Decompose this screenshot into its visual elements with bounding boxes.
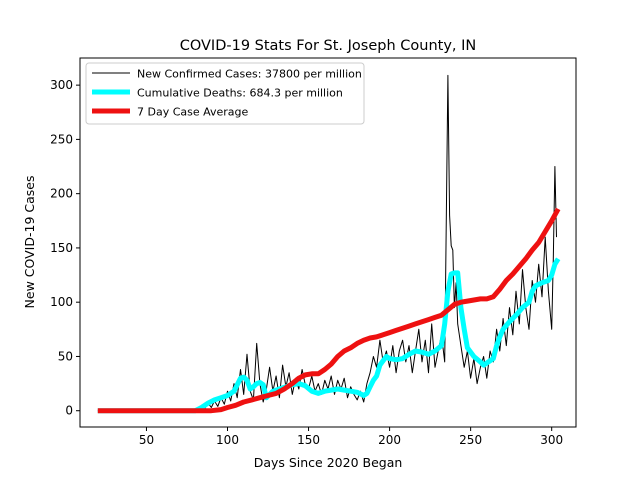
chart-title: COVID-19 Stats For St. Joseph County, IN [180, 38, 477, 54]
x-axis-ticks: 50 100 150 200 250 300 [139, 427, 563, 447]
legend-label-new-cases: New Confirmed Cases: 37800 per million [137, 68, 362, 81]
y-tick-label: 100 [50, 295, 73, 309]
y-axis-label: New COVID-19 Cases [22, 176, 37, 309]
legend-box [85, 62, 365, 125]
legend-label-deaths: Cumulative Deaths: 684.3 per million [137, 87, 343, 100]
plot-frame [79, 57, 577, 428]
y-axis-ticks: 0 50 100 150 200 250 300 [50, 78, 80, 418]
y-tick-label: 250 [50, 132, 73, 146]
x-tick-label: 200 [378, 433, 401, 447]
y-tick-label: 300 [50, 78, 73, 92]
y-tick-label: 50 [58, 349, 73, 363]
series-7-day-average [97, 207, 561, 414]
legend: New Confirmed Cases: 37800 per million C… [85, 62, 365, 125]
series-layer [97, 74, 561, 414]
x-axis-label: Days Since 2020 Began [254, 455, 403, 470]
x-tick-label: 250 [459, 433, 482, 447]
x-tick-label: 100 [216, 433, 239, 447]
legend-label-7-day-average: 7 Day Case Average [137, 106, 249, 119]
y-tick-label: 150 [50, 241, 73, 255]
x-tick-label: 150 [297, 433, 320, 447]
y-tick-label: 0 [65, 404, 73, 418]
x-tick-label: 300 [540, 433, 563, 447]
y-tick-label: 200 [50, 187, 73, 201]
x-tick-label: 50 [139, 433, 154, 447]
series-cumulative-deaths [97, 257, 561, 414]
